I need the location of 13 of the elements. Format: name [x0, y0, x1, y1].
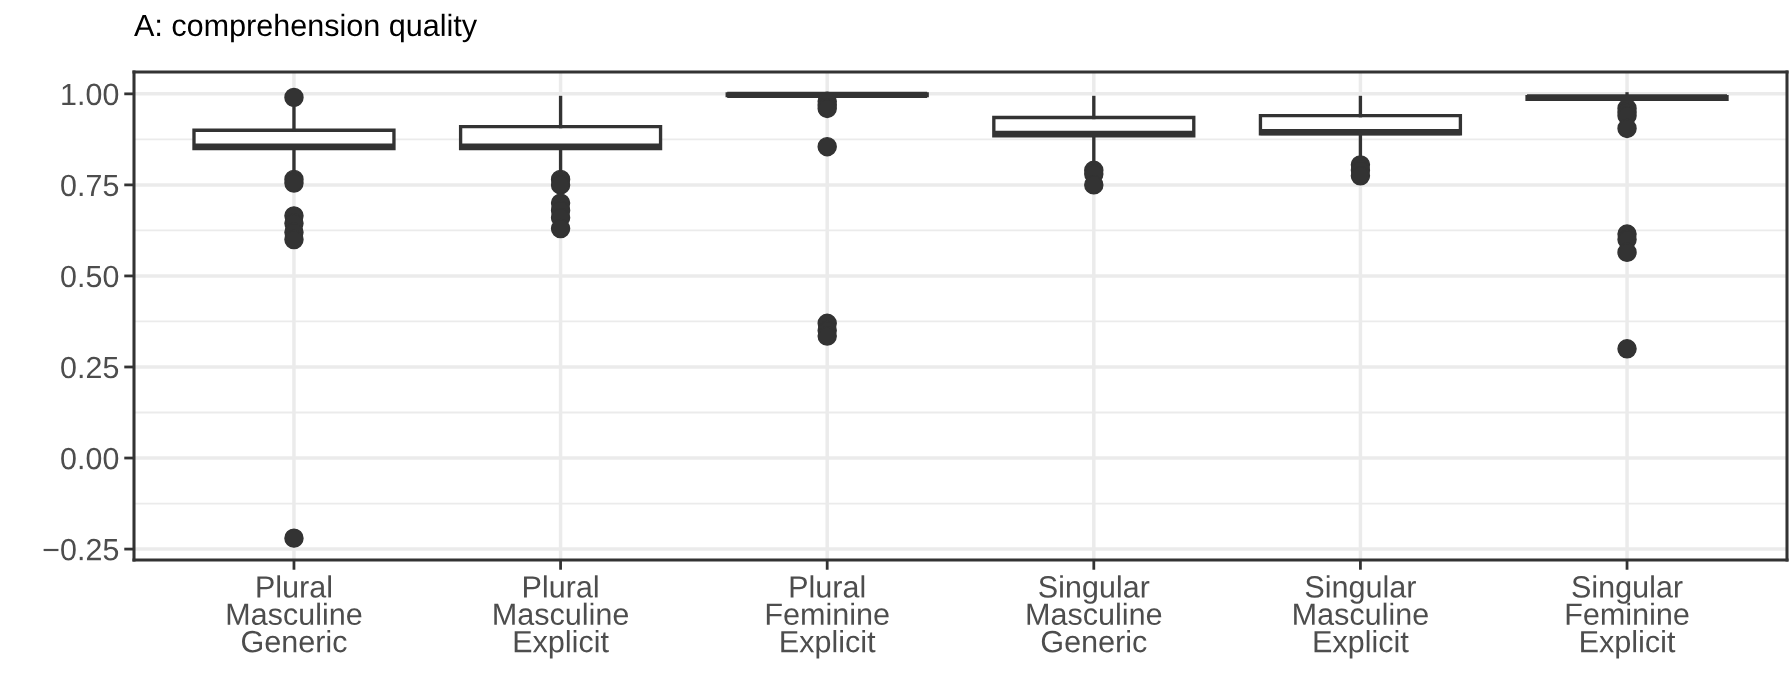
- x-tick-label: Singular Feminine Explicit: [1566, 575, 1689, 659]
- x-tick-label: Singular Masculine Generic: [1027, 575, 1162, 653]
- y-tick-label: 0.50: [61, 265, 119, 288]
- x-tick-label: Plural Masculine Explicit: [494, 575, 629, 659]
- y-tick-label: 0.75: [61, 174, 119, 197]
- x-tick-label: Plural Masculine Generic: [227, 575, 362, 653]
- x-tick-label: Plural Feminine Explicit: [766, 575, 889, 659]
- y-tick-label: 0.00: [61, 447, 119, 470]
- x-tick-label: Singular Masculine Explicit: [1294, 575, 1428, 659]
- y-tick-label: 0.25: [61, 356, 119, 379]
- y-tick-label: −0.25: [43, 538, 119, 561]
- chart-title: A: comprehension quality: [134, 13, 478, 43]
- y-tick-label: 1.00: [62, 83, 119, 106]
